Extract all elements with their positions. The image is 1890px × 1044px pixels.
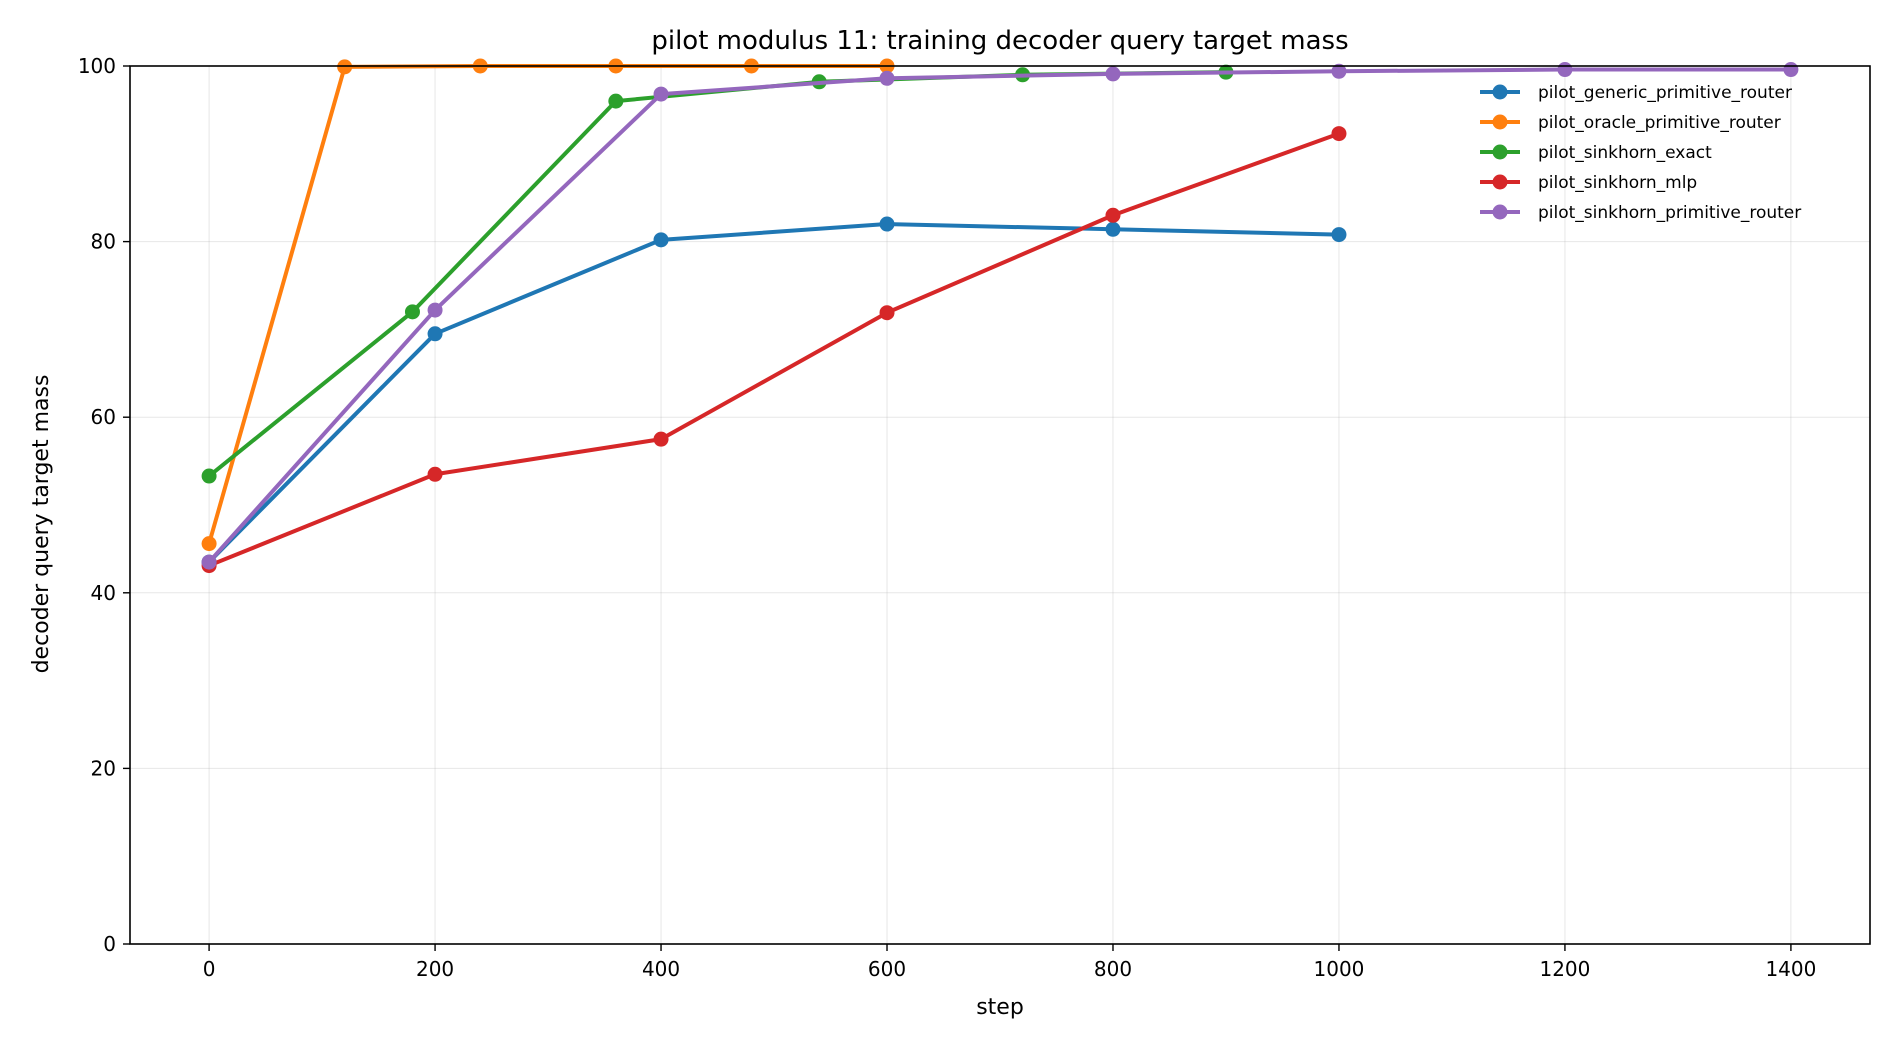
data-point [653,431,669,447]
series-pilot_oracle_primitive_router [201,58,895,552]
series-pilot_sinkhorn_exact [201,64,1234,484]
legend-item: pilot_generic_primitive_router [1480,83,1792,103]
legend-label: pilot_oracle_primitive_router [1538,113,1781,133]
data-point [879,70,895,86]
data-point [879,216,895,232]
data-point [1783,62,1799,78]
x-tick-label: 1200 [1539,957,1590,981]
legend-label: pilot_generic_primitive_router [1538,83,1792,103]
x-tick-label: 400 [642,957,680,981]
legend-item: pilot_sinkhorn_mlp [1480,173,1697,193]
axis-ticks: 0 200 400 600 800 1000 1200 1400 0 20 40 60 80 100 [78,54,1817,981]
series-pilot_generic_primitive_router [201,216,1347,570]
data-point [201,536,217,552]
legend-label: pilot_sinkhorn_primitive_router [1538,203,1801,223]
legend-item: pilot_sinkhorn_exact [1480,143,1712,163]
series-line [207,67,1793,565]
legend-item: pilot_oracle_primitive_router [1480,113,1781,133]
legend-swatch-marker [1492,174,1508,190]
legend-swatch-marker [1492,114,1508,130]
series-line [207,70,1228,479]
y-tick-label: 40 [91,581,116,605]
x-axis-label: step [976,995,1024,1020]
data-point [1331,126,1347,142]
plot-area-frame [129,65,1871,945]
data-point [653,232,669,248]
data-point [1331,63,1347,79]
legend: pilot_generic_primitive_router pilot_orac… [1480,83,1801,223]
data-point [608,93,624,109]
grid [130,65,1870,945]
data-point [1331,227,1347,243]
data-point [1557,62,1573,78]
legend-swatch-marker [1492,84,1508,100]
x-tick-label: 800 [1094,957,1132,981]
data-point [1105,207,1121,223]
y-tick-label: 100 [78,54,116,78]
data-point [1105,66,1121,82]
data-point [201,554,217,570]
x-tick-label: 1400 [1765,957,1816,981]
series-line [207,131,1341,568]
y-tick-label: 80 [91,230,116,254]
y-axis-label: decoder query target mass [29,375,54,674]
data-point [404,304,420,320]
data-point [427,466,443,482]
series-line [207,64,890,546]
data-point [1105,221,1121,237]
data-point [427,326,443,342]
y-tick-label: 20 [91,756,116,780]
data-point [653,86,669,102]
legend-swatch-marker [1492,204,1508,220]
x-tick-label: 200 [416,957,454,981]
legend-swatch-marker [1492,144,1508,160]
data-point [427,302,443,318]
data-point [201,468,217,484]
y-tick-label: 0 [103,932,116,956]
series-pilot_sinkhorn_primitive_router [201,62,1799,570]
x-tick-label: 1000 [1314,957,1365,981]
series-layer [201,58,1799,574]
y-tick-label: 60 [91,405,116,429]
legend-item: pilot_sinkhorn_primitive_router [1480,203,1801,223]
chart-title: pilot modulus 11: training decoder query… [651,26,1348,56]
series-pilot_sinkhorn_mlp [201,126,1347,574]
x-tick-label: 0 [203,957,216,981]
legend-label: pilot_sinkhorn_mlp [1538,173,1697,193]
series-line [207,222,1341,565]
data-point [337,59,353,75]
data-point [879,305,895,321]
legend-label: pilot_sinkhorn_exact [1538,143,1712,163]
x-tick-label: 600 [868,957,906,981]
